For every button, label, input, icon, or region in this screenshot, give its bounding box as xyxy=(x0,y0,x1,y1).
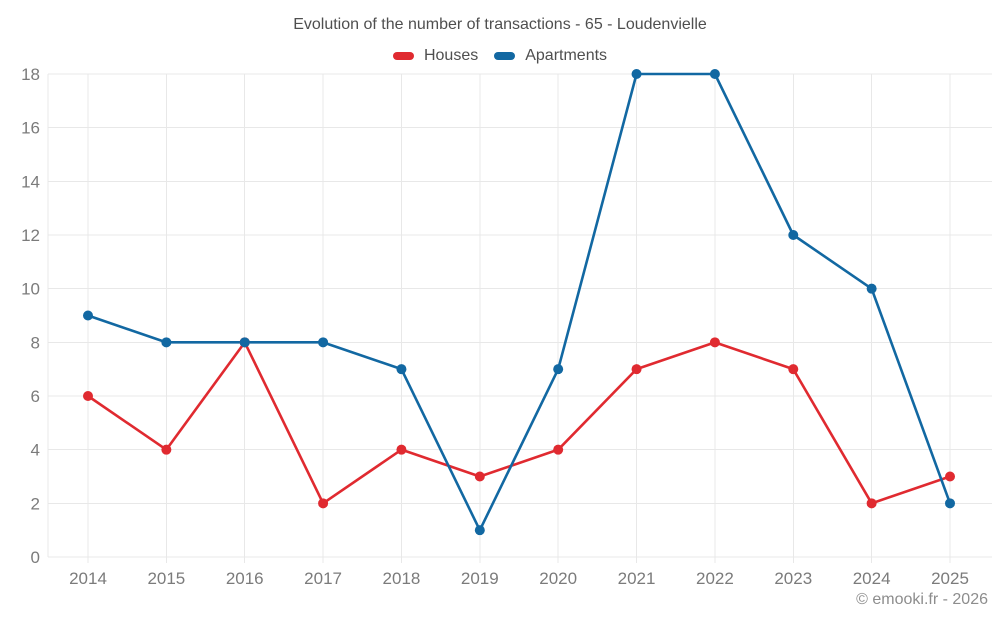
apartments-color-swatch-icon xyxy=(494,52,516,60)
y-tick-label: 0 xyxy=(31,548,40,567)
x-tick-label: 2017 xyxy=(304,569,342,588)
houses-data-point xyxy=(553,444,564,455)
y-tick-label: 8 xyxy=(31,333,40,352)
x-tick-label: 2019 xyxy=(461,569,499,588)
x-tick-label: 2020 xyxy=(539,569,577,588)
chart-title: Evolution of the number of transactions … xyxy=(293,16,707,33)
houses-data-point xyxy=(631,364,642,375)
apartments-line xyxy=(86,72,952,532)
apartments-data-point xyxy=(866,283,877,294)
x-tick-label: 2016 xyxy=(226,569,264,588)
y-tick-label: 10 xyxy=(21,280,40,299)
apartments-data-point xyxy=(553,364,564,375)
x-tick-label: 2022 xyxy=(696,569,734,588)
houses-line xyxy=(86,341,952,505)
y-tick-label: 12 xyxy=(21,226,40,245)
x-tick-label: 2023 xyxy=(774,569,812,588)
houses-data-point xyxy=(866,498,877,509)
apartments-data-point xyxy=(709,69,720,79)
y-tick-label: 2 xyxy=(31,494,40,513)
houses-data-point xyxy=(788,364,799,375)
houses-data-point xyxy=(945,471,955,482)
x-tick-label: 2015 xyxy=(147,569,185,588)
houses-color-swatch-icon xyxy=(392,52,414,60)
apartments-data-point xyxy=(788,230,799,240)
y-tick-label: 14 xyxy=(21,172,40,191)
apartments-data-point xyxy=(83,310,93,321)
legend-label-houses: Houses xyxy=(423,47,479,64)
legend-label-apartments: Apartments xyxy=(525,47,608,64)
x-tick-label: 2025 xyxy=(931,569,969,588)
houses-data-point xyxy=(161,444,172,455)
apartments-data-point xyxy=(474,525,485,536)
copyright-credit: © emooki.fr - 2026 xyxy=(856,591,988,608)
x-tick-label: 2024 xyxy=(853,569,891,588)
x-tick-label: 2021 xyxy=(618,569,656,588)
y-tick-label: 16 xyxy=(21,119,40,138)
apartments-data-point xyxy=(631,69,642,79)
houses-data-point xyxy=(318,498,329,509)
houses-data-point xyxy=(709,337,720,348)
apartments-data-point xyxy=(161,337,172,348)
legend-item-houses[interactable]: Houses xyxy=(392,45,479,67)
apartments-data-point xyxy=(396,364,407,375)
legend-item-apartments[interactable]: Apartments xyxy=(494,45,607,67)
apartments-data-point xyxy=(318,337,329,348)
x-tick-label: 2014 xyxy=(69,569,107,588)
x-tick-label: 2018 xyxy=(383,569,421,588)
chart-legend: Houses Apartments xyxy=(0,45,1000,67)
apartments-data-point xyxy=(239,337,250,348)
houses-data-point xyxy=(396,444,407,455)
y-tick-label: 6 xyxy=(31,387,40,406)
y-tick-label: 18 xyxy=(21,65,40,84)
houses-data-point xyxy=(83,391,93,401)
apartments-data-point xyxy=(945,498,955,509)
y-tick-label: 4 xyxy=(31,441,40,460)
houses-data-point xyxy=(474,471,485,482)
